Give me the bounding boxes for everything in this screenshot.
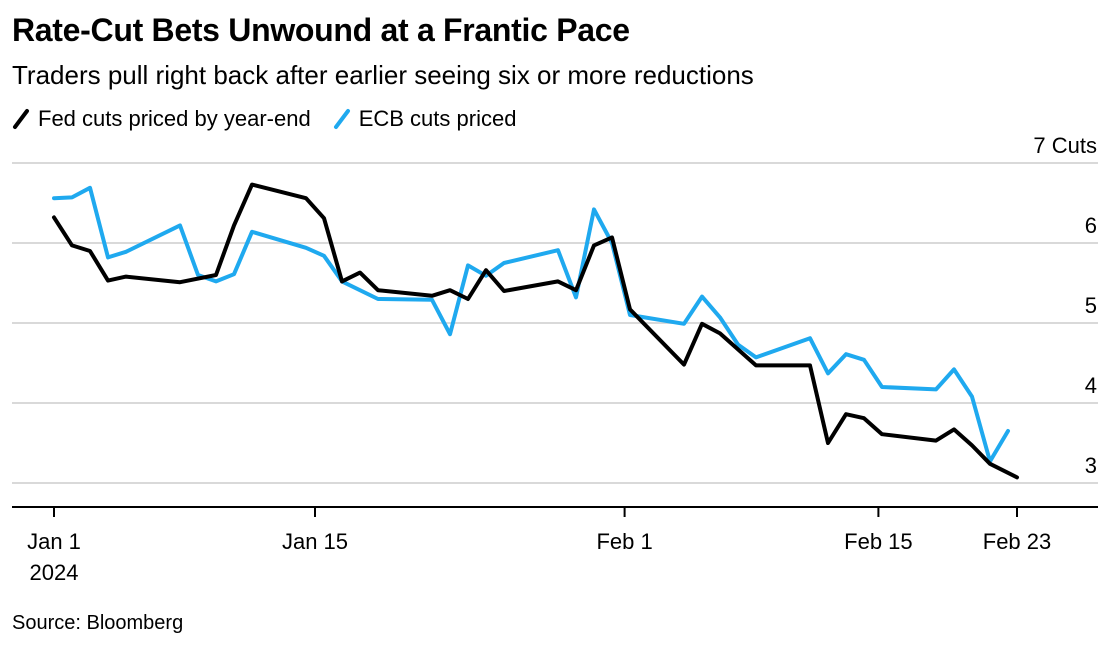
series-layer bbox=[52, 182, 1019, 480]
series-line-fed-cuts-priced-by-year-end bbox=[52, 182, 1019, 480]
x-tick-label-3: Feb 15 bbox=[844, 529, 913, 554]
x-tick-label-0: Jan 1 bbox=[27, 529, 81, 554]
y-tick-label-3: 3 bbox=[1085, 453, 1097, 478]
grid-layer bbox=[12, 162, 1098, 484]
legend-label-fed: Fed cuts priced by year-end bbox=[38, 106, 311, 131]
legend-label-ecb: ECB cuts priced bbox=[358, 106, 517, 131]
legend-item-ecb: ECB cuts priced bbox=[333, 106, 517, 132]
legend-item-fed: Fed cuts priced by year-end bbox=[12, 106, 311, 132]
y-tick-label-7: 7 Cuts bbox=[1033, 133, 1097, 158]
chart-title: Rate-Cut Bets Unwound at a Frantic Pace bbox=[12, 12, 630, 48]
x-tick-label-4: Feb 23 bbox=[983, 529, 1052, 554]
x-tick-label-2: Feb 1 bbox=[596, 529, 652, 554]
y-tick-label-6: 6 bbox=[1085, 213, 1097, 238]
chart-subtitle: Traders pull right back after earlier se… bbox=[12, 60, 754, 90]
x-tick-label-1: Jan 15 bbox=[282, 529, 348, 554]
legend-swatch-ecb bbox=[333, 109, 350, 129]
source-note: Source: Bloomberg bbox=[12, 612, 184, 634]
legend-swatch-fed bbox=[13, 109, 29, 129]
y-tick-label-5: 5 bbox=[1085, 293, 1097, 318]
x-tick-sublabel-0: 2024 bbox=[30, 560, 79, 585]
legend: Fed cuts priced by year-end ECB cuts pri… bbox=[12, 106, 538, 132]
axis-layer: 3 4 5 6 7 Cuts Jan 1 2024 Jan 15 Feb 1 Feb 15 Feb … bbox=[12, 133, 1098, 585]
y-tick-label-4: 4 bbox=[1085, 373, 1097, 398]
